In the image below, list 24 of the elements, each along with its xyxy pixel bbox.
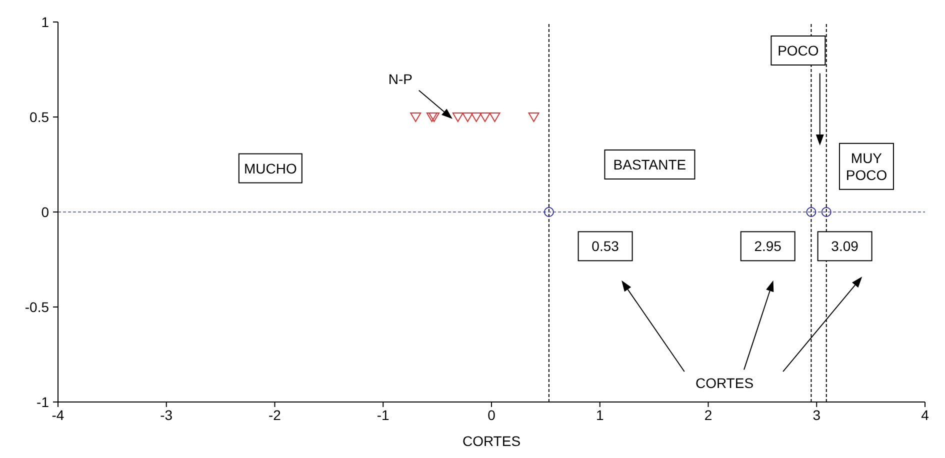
x-axis-title: CORTES (462, 433, 521, 449)
annotation: POCO (778, 42, 819, 58)
y-tick-label: -0.5 (24, 298, 50, 315)
x-tick-label: -1 (376, 406, 390, 423)
x-tick-label: 0 (488, 406, 496, 423)
y-tick-label: 0.5 (30, 108, 50, 125)
annotation: BASTANTE (613, 156, 686, 172)
annotation: CORTES (695, 375, 754, 391)
y-tick-label: 1 (41, 14, 50, 30)
x-tick-label: -3 (160, 406, 173, 423)
x-tick-label: 2 (704, 406, 712, 423)
x-tick-label: 4 (921, 406, 930, 423)
annotation: MUY POCO (846, 150, 888, 183)
y-tick-label: 0 (41, 204, 50, 220)
annotation: 2.95 (754, 238, 782, 254)
x-tick-label: -2 (268, 406, 282, 423)
annotation: N-P (388, 71, 413, 87)
x-tick-label: -4 (52, 406, 64, 423)
x-tick-label: 1 (596, 406, 604, 423)
x-tick-label: 3 (812, 406, 821, 423)
annotation: 3.09 (831, 238, 859, 254)
y-tick-label: -1 (36, 394, 50, 410)
annotation: 0.53 (592, 238, 620, 254)
annotation: MUCHO (244, 160, 297, 176)
